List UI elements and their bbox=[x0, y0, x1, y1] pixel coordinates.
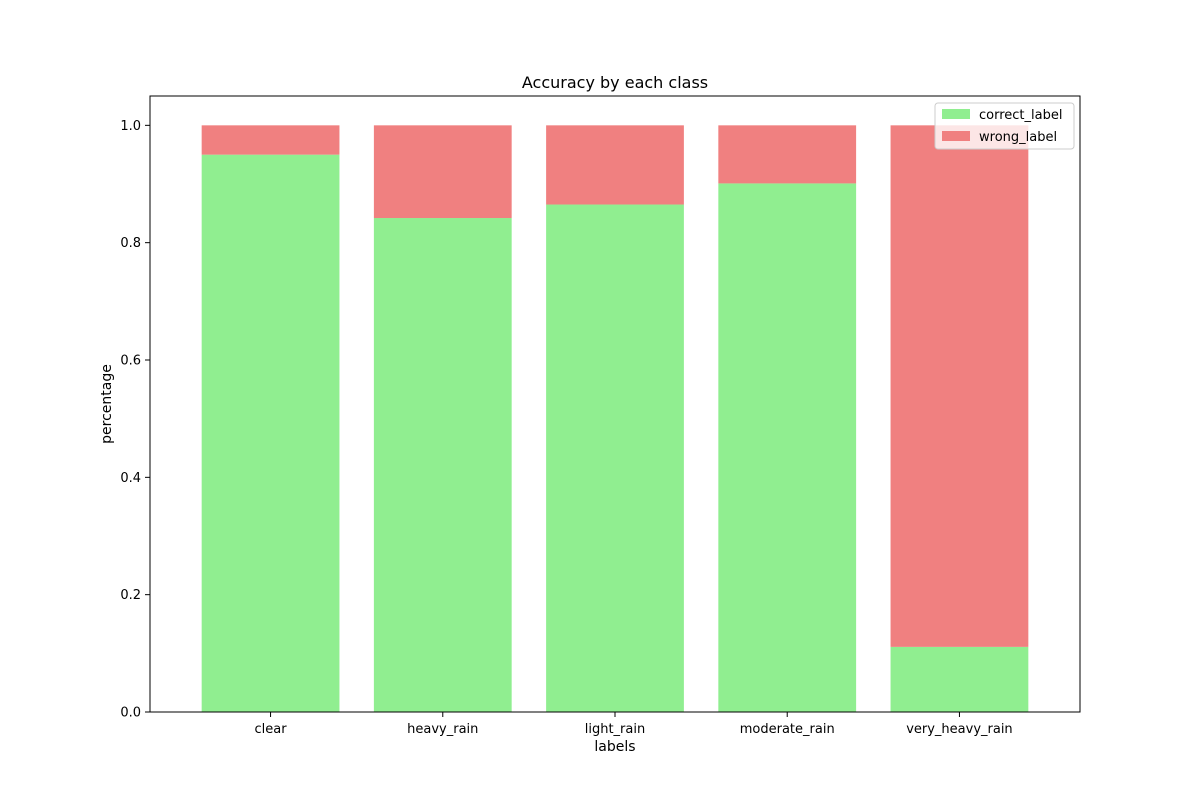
x-tick-label-clear: clear bbox=[255, 722, 288, 737]
y-tick-label: 1.0 bbox=[120, 119, 141, 134]
x-tick-label-light-rain: light_rain bbox=[585, 722, 645, 737]
bar-correct-label-light-rain bbox=[546, 204, 684, 713]
y-tick-label: 0.8 bbox=[120, 236, 141, 251]
legend-label-wrong-label: wrong_label bbox=[979, 130, 1057, 145]
y-tick-label: 0.2 bbox=[120, 588, 141, 603]
bar-wrong-label-clear bbox=[201, 125, 340, 155]
x-tick-label-heavy-rain: heavy_rain bbox=[407, 722, 478, 737]
bar-wrong-label-moderate-rain bbox=[718, 125, 857, 184]
y-tick-label: 0.6 bbox=[120, 354, 141, 369]
legend: correct_label wrong_label bbox=[934, 102, 1075, 150]
y-tick-label: 0.4 bbox=[120, 471, 141, 486]
bar-wrong-label-heavy-rain bbox=[373, 125, 512, 219]
x-tick-label-moderate-rain: moderate_rain bbox=[740, 722, 835, 737]
x-axis-label: labels bbox=[594, 739, 635, 755]
y-axis-label: percentage bbox=[99, 364, 115, 444]
y-axis-ticks: 0.0 0.2 0.4 0.6 0.8 1.0 bbox=[120, 119, 150, 721]
x-axis-ticks: clear heavy_rain light_rain moderate_rain ve… bbox=[255, 712, 1013, 737]
bar-correct-label-heavy-rain bbox=[373, 218, 512, 712]
bars-layer bbox=[201, 125, 1029, 713]
chart-title: Accuracy by each class bbox=[522, 73, 708, 92]
legend-swatch-wrong-label bbox=[942, 131, 970, 141]
bar-correct-label-clear bbox=[201, 154, 340, 712]
legend-label-correct-label: correct_label bbox=[979, 108, 1062, 123]
legend-swatch-correct-label bbox=[942, 109, 970, 119]
y-tick-label: 0.0 bbox=[120, 706, 141, 721]
bar-wrong-label-very-heavy-rain bbox=[890, 125, 1029, 647]
bar-wrong-label-light-rain bbox=[546, 125, 684, 205]
bar-correct-label-very-heavy-rain bbox=[890, 646, 1029, 712]
x-tick-label-very-heavy-rain: very_heavy_rain bbox=[906, 722, 1012, 737]
bar-correct-label-moderate-rain bbox=[718, 183, 857, 712]
